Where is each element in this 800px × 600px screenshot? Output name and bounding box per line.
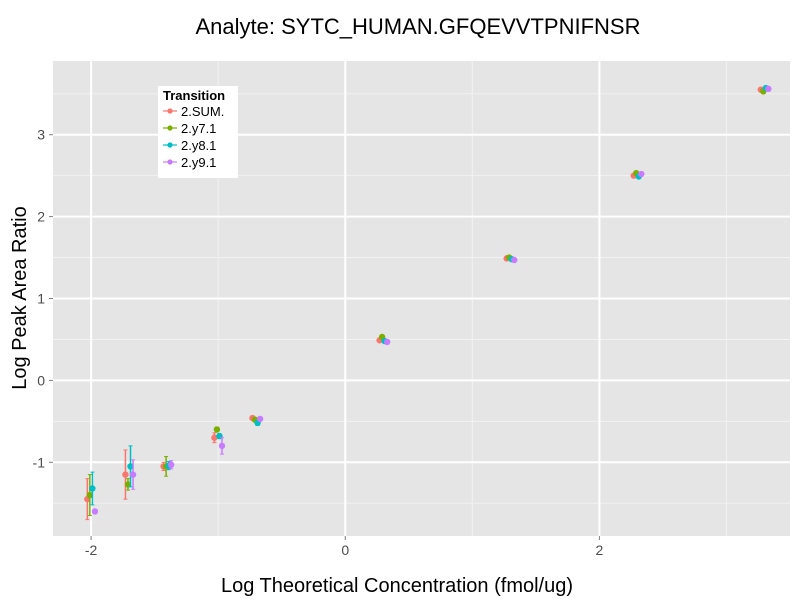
legend: Transition 2.SUM. 2.y7.1 2.y8.1 2.y9.1: [158, 86, 238, 178]
data-point: [124, 481, 132, 488]
legend-label: 2.y8.1: [181, 138, 216, 153]
data-point: [89, 485, 96, 492]
data-point: [211, 434, 218, 441]
data-point: [256, 415, 264, 423]
legend-key-point: [167, 142, 173, 148]
data-point: [122, 471, 129, 478]
legend-label: 2.y9.1: [181, 155, 216, 170]
y-axis-label: Log Peak Area Ratio: [9, 206, 31, 389]
y-tick-label: 3: [37, 127, 45, 143]
data-point: [511, 256, 518, 264]
data-point: [167, 461, 175, 468]
data-point: [91, 508, 99, 515]
x-axis-label: Log Theoretical Concentration (fmol/ug): [221, 575, 573, 597]
legend-label: 2.y7.1: [181, 121, 216, 136]
y-tick-label: 0: [37, 372, 45, 388]
y-tick-label: -1: [33, 454, 46, 470]
data-point: [213, 426, 221, 433]
data-point: [86, 491, 94, 499]
x-tick-label: 0: [341, 542, 349, 558]
data-point: [383, 338, 391, 346]
data-point: [765, 85, 772, 93]
legend-key-point: [167, 125, 173, 131]
x-tick-label: 2: [595, 542, 603, 558]
data-point: [218, 442, 226, 450]
legend-items: 2.SUM. 2.y7.1 2.y8.1 2.y9.1: [163, 104, 224, 170]
x-tick-label: -2: [85, 542, 98, 558]
data-marks: [84, 84, 772, 521]
legend-key-point: [167, 108, 173, 114]
chart-title: Analyte: SYTC_HUMAN.GFQEVVTPNIFNSR: [196, 14, 641, 39]
legend-title: Transition: [163, 88, 225, 103]
legend-key-point: [167, 159, 173, 165]
axis-ticks: -2 0 2 -1 0 1 2 3: [33, 127, 604, 558]
y-tick-label: 2: [37, 209, 45, 225]
data-point: [129, 471, 137, 478]
data-point: [127, 463, 134, 470]
data-point: [638, 170, 645, 178]
legend-label: 2.SUM.: [181, 104, 224, 119]
y-tick-label: 1: [37, 291, 45, 307]
